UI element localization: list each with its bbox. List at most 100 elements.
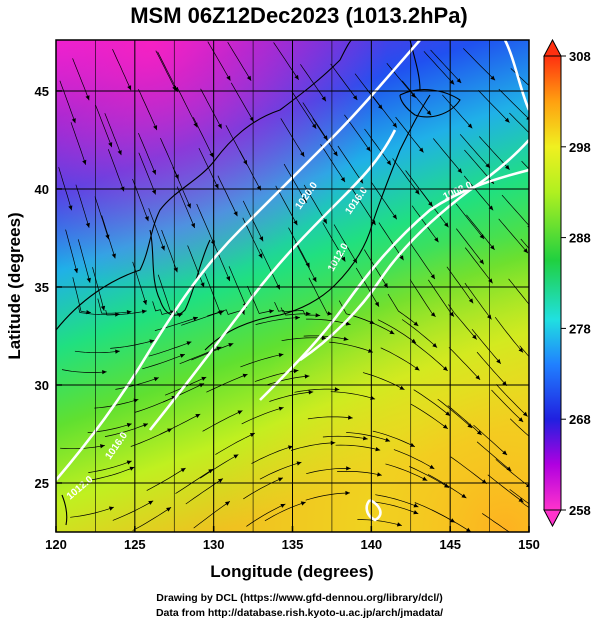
streamline — [476, 351, 508, 387]
streamline-arrowhead — [413, 321, 419, 326]
streamline-arrowhead — [392, 214, 397, 220]
streamline — [433, 138, 463, 174]
streamline-arrowhead — [345, 490, 350, 496]
streamline — [473, 424, 508, 456]
streamline — [428, 279, 455, 317]
streamline-arrowhead — [518, 417, 524, 422]
streamline-arrowhead — [340, 177, 345, 182]
streamline-arrowhead — [444, 222, 449, 228]
streamline — [385, 463, 428, 481]
streamline — [198, 147, 219, 189]
streamline — [112, 500, 154, 521]
streamline — [101, 215, 116, 259]
streamline-arrowhead — [348, 415, 353, 420]
streamline — [305, 492, 350, 501]
streamline-arrowhead — [315, 313, 321, 318]
streamline — [374, 501, 419, 515]
streamline — [291, 90, 317, 129]
streamline — [211, 239, 231, 282]
streamline-arrowhead — [148, 500, 154, 505]
streamline-arrowhead — [399, 255, 404, 261]
streamline — [330, 391, 376, 400]
streamline — [97, 298, 132, 314]
streamline — [477, 90, 510, 123]
streamline-arrowhead — [293, 368, 299, 374]
streamline-arrowhead — [419, 147, 424, 153]
streamline-arrowhead — [479, 259, 484, 265]
streamline-arrowhead — [490, 245, 495, 250]
streamline-arrowhead — [100, 305, 106, 311]
streamline — [59, 80, 76, 124]
streamline — [306, 468, 351, 475]
streamline — [401, 80, 432, 116]
coastline-hokkaido — [399, 89, 461, 118]
streamline — [346, 432, 391, 442]
streamline — [409, 241, 436, 280]
streamline-arrowhead — [426, 110, 432, 116]
colorbar: 258 268 278 288 298 308 — [543, 38, 591, 528]
streamline-arrowhead — [430, 274, 435, 280]
streamline — [455, 203, 485, 240]
streamline-arrowhead — [186, 341, 192, 346]
streamline — [448, 304, 477, 340]
x-tick-label: 140 — [360, 537, 382, 552]
streamline-arrowhead — [280, 504, 286, 508]
streamline-arrowhead — [321, 96, 326, 102]
streamline — [65, 229, 78, 274]
streamline-arrowhead — [141, 309, 147, 314]
streamline — [181, 310, 225, 326]
streamline — [230, 82, 255, 122]
streamline-arrowhead — [300, 151, 305, 157]
streamline-arrowhead — [442, 424, 448, 429]
colorbar-ticks: 258 268 278 288 298 308 — [561, 49, 591, 518]
streamline-arrowhead — [85, 95, 90, 101]
streamline — [471, 328, 502, 365]
streamline-arrowhead — [490, 75, 496, 81]
streamline-arrowhead — [117, 150, 122, 156]
streamline — [509, 418, 529, 437]
streamline-arrowhead — [399, 385, 405, 390]
streamline-arrowhead — [537, 140, 542, 145]
x-tick-label: 150 — [518, 537, 540, 552]
streamline-arrowhead — [377, 472, 382, 477]
streamline — [155, 50, 177, 91]
streamline — [70, 122, 87, 165]
x-tick-label: 130 — [203, 537, 225, 552]
streamline — [187, 245, 205, 288]
streamline — [241, 407, 284, 425]
streamline — [412, 342, 448, 372]
streamline-arrowhead — [177, 313, 183, 318]
streamline — [175, 468, 214, 494]
streamline-arrowhead — [346, 466, 351, 471]
streamline — [251, 445, 294, 464]
streamline-arrowhead — [378, 104, 383, 110]
streamline-arrowhead — [539, 95, 544, 100]
streamline-arrowhead — [180, 468, 186, 473]
streamline-arrowhead — [422, 476, 428, 481]
streamline-arrowhead — [476, 430, 482, 435]
streamline-arrowhead — [371, 220, 376, 226]
streamline — [330, 63, 358, 101]
streamline-arrowhead — [523, 248, 528, 254]
streamline — [107, 149, 125, 192]
streamline-arrowhead — [191, 223, 195, 228]
streamline — [274, 301, 311, 316]
streamline-arrowhead — [322, 218, 327, 224]
streamline — [450, 456, 487, 485]
streamline — [70, 506, 115, 518]
streamline — [302, 102, 328, 141]
streamlines — [58, 41, 544, 532]
streamline — [509, 112, 529, 134]
streamline-arrowhead — [295, 315, 300, 320]
streamline-arrowhead — [152, 169, 156, 175]
streamline — [161, 229, 178, 273]
streamline-arrowhead — [166, 507, 172, 512]
streamline-arrowhead — [296, 461, 302, 466]
streamline — [260, 248, 281, 290]
streamline-arrowhead — [233, 211, 238, 217]
streamline-arrowhead — [457, 168, 462, 174]
streamline-arrowhead — [226, 75, 231, 81]
streamline — [217, 175, 238, 217]
streamline — [104, 113, 122, 156]
x-tick-label: 145 — [439, 537, 461, 552]
